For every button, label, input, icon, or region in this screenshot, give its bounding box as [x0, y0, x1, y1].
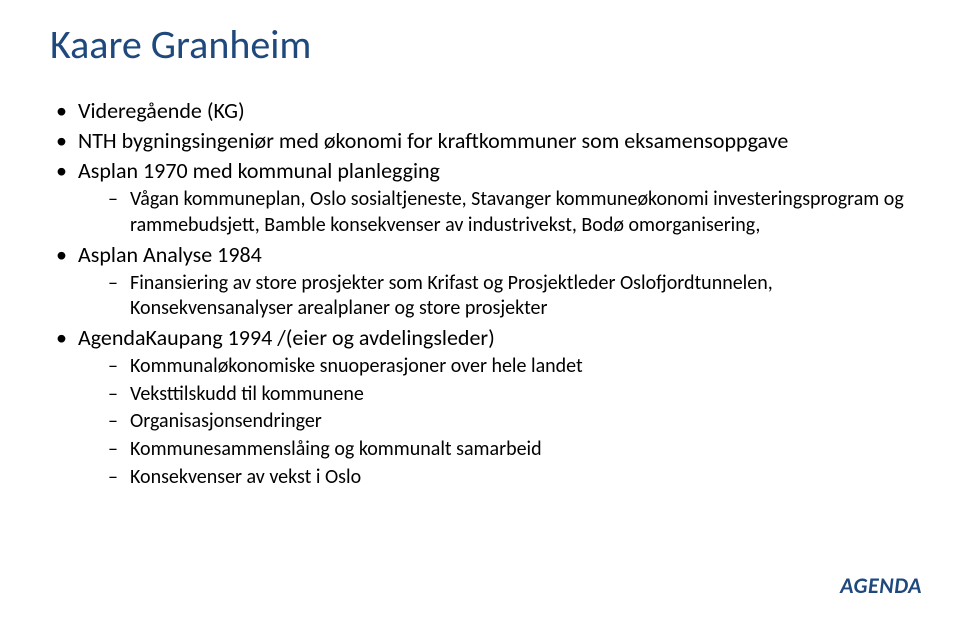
list-item: Vågan kommuneplan, Oslo sosialtjeneste, … — [108, 187, 920, 238]
bullet-text: Vågan kommuneplan, Oslo sosialtjeneste, … — [130, 187, 904, 237]
bullet-text: NTH bygningsingeniør med økonomi for kra… — [78, 127, 788, 154]
bullet-text: Kommunaløkonomiske snuoperasjoner over h… — [130, 354, 583, 378]
bullet-text: Videregående (KG) — [78, 97, 245, 124]
bullet-text: Organisasjonsendringer — [130, 409, 322, 433]
bullet-text: Veksttilskudd til kommunene — [130, 382, 364, 406]
list-item: Videregående (KG) — [50, 97, 920, 125]
list-item: Organisasjonsendringer — [108, 409, 920, 435]
list-item: Finansiering av store prosjekter som Kri… — [108, 271, 920, 322]
list-item: Kommunesammenslåing og kommunalt samarbe… — [108, 437, 920, 463]
bullet-text: Asplan 1970 med kommunal planlegging — [78, 157, 440, 184]
bullet-text: Asplan Analyse 1984 — [78, 241, 262, 268]
sub-list: Kommunaløkonomiske snuoperasjoner over h… — [78, 354, 920, 490]
slide-container: Kaare Granheim Videregående (KG) NTH byg… — [0, 0, 960, 512]
list-item: Asplan 1970 med kommunal planlegging Våg… — [50, 157, 920, 238]
slide-title: Kaare Granheim — [50, 20, 920, 69]
bullet-text: Kommunesammenslåing og kommunalt samarbe… — [130, 437, 542, 461]
sub-list: Finansiering av store prosjekter som Kri… — [78, 271, 920, 322]
list-item: NTH bygningsingeniør med økonomi for kra… — [50, 127, 920, 155]
list-item: Veksttilskudd til kommunene — [108, 382, 920, 408]
bullet-text: Konsekvenser av vekst i Oslo — [130, 465, 361, 489]
list-item: Asplan Analyse 1984 Finansiering av stor… — [50, 241, 920, 322]
sub-list: Vågan kommuneplan, Oslo sosialtjeneste, … — [78, 187, 920, 238]
logo-text: AGENDA — [840, 572, 922, 599]
list-item: AgendaKaupang 1994 /(eier og avdelingsle… — [50, 324, 920, 490]
bullet-list: Videregående (KG) NTH bygningsingeniør m… — [50, 97, 920, 490]
list-item: Kommunaløkonomiske snuoperasjoner over h… — [108, 354, 920, 380]
bullet-text: AgendaKaupang 1994 /(eier og avdelingsle… — [78, 324, 495, 351]
bullet-text: Finansiering av store prosjekter som Kri… — [130, 271, 773, 321]
list-item: Konsekvenser av vekst i Oslo — [108, 465, 920, 491]
